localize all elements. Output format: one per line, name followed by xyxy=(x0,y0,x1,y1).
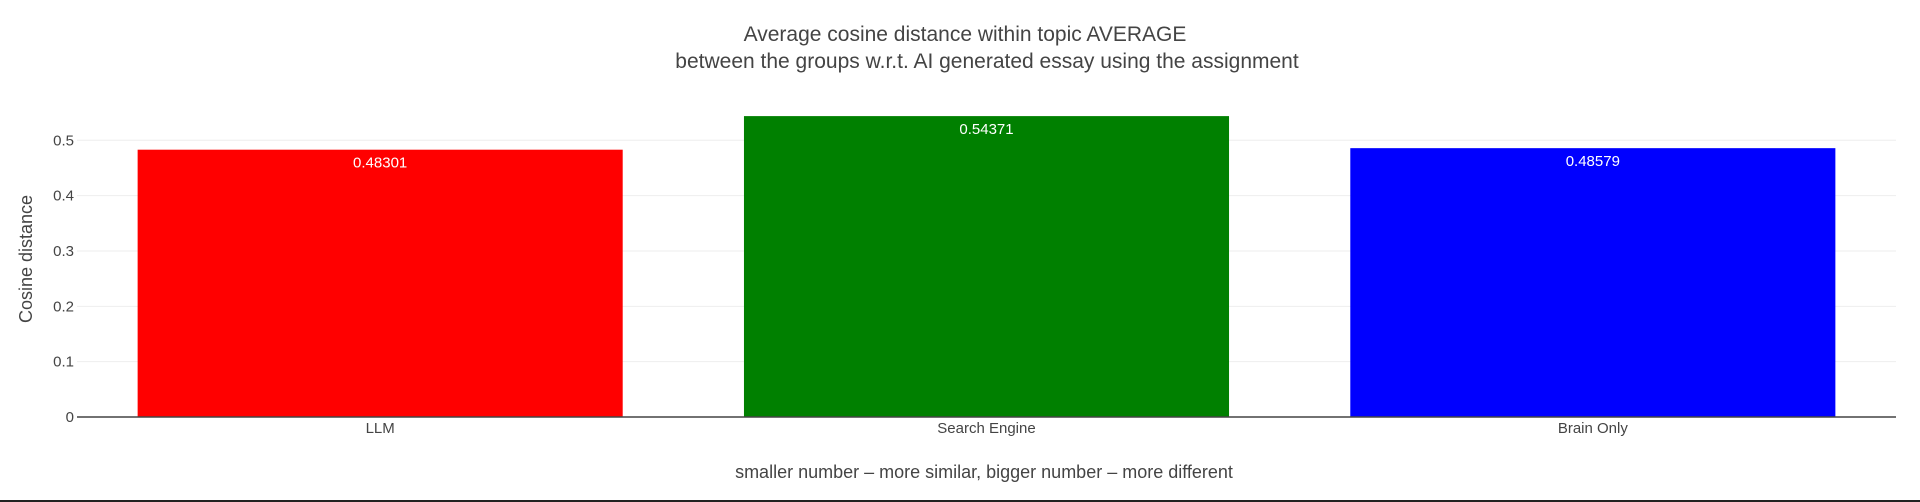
x-category-label: Search Engine xyxy=(937,420,1035,437)
bar-value-label: 0.54371 xyxy=(959,121,1013,138)
y-axis-title: Cosine distance xyxy=(16,195,36,323)
bar-value-label: 0.48579 xyxy=(1566,153,1620,170)
bar xyxy=(137,149,623,417)
bar xyxy=(1350,148,1836,417)
x-axis-title: smaller number – more similar, bigger nu… xyxy=(735,462,1233,482)
x-axis-categories: LLM Search Engine Brain Only xyxy=(366,420,1629,437)
bottom-border xyxy=(0,500,1920,502)
x-category-label: Brain Only xyxy=(1558,420,1629,437)
x-category-label: LLM xyxy=(366,420,395,437)
bar-value-labels: 0.48301 0.54371 0.48579 xyxy=(353,121,1620,172)
bars xyxy=(137,116,1836,417)
y-tick-label: 0.2 xyxy=(53,298,74,315)
y-axis-ticks: 0 0.1 0.2 0.3 0.4 0.5 xyxy=(53,132,74,426)
chart-title-line-1: Average cosine distance within topic AVE… xyxy=(744,23,1187,46)
chart-title-line-2: between the groups w.r.t. AI generated e… xyxy=(675,50,1299,73)
y-tick-label: 0 xyxy=(66,409,74,426)
bar xyxy=(743,116,1230,417)
y-tick-label: 0.3 xyxy=(53,243,74,260)
y-tick-label: 0.1 xyxy=(53,354,74,371)
y-tick-label: 0.4 xyxy=(53,188,74,205)
bar-value-label: 0.48301 xyxy=(353,155,407,172)
y-tick-label: 0.5 xyxy=(53,132,74,149)
